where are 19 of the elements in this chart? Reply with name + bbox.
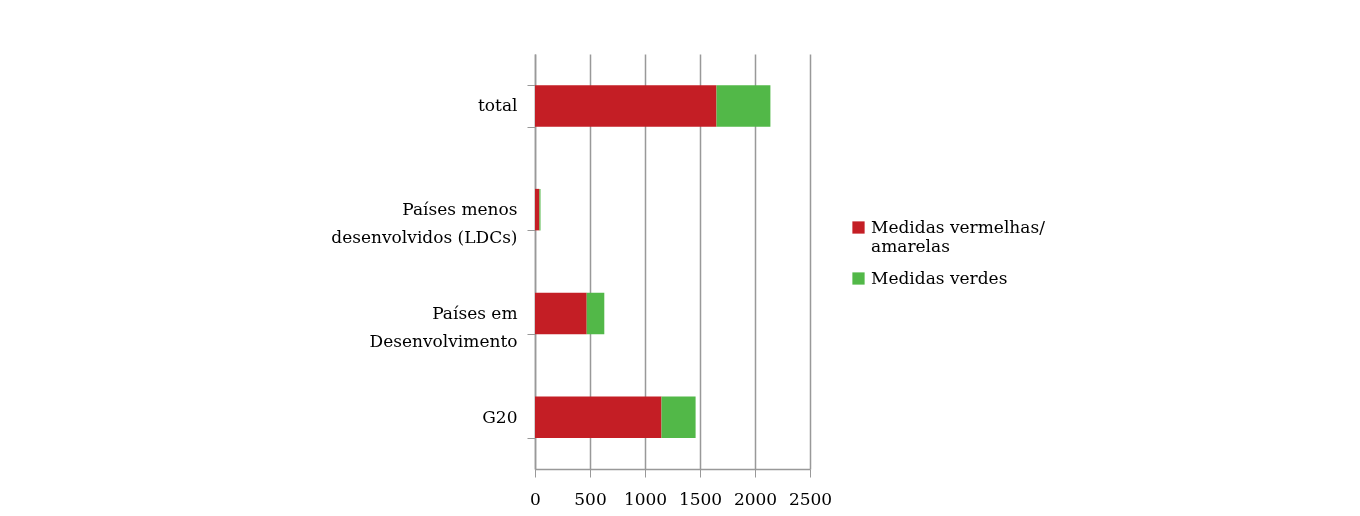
x-tick-label: 1500 — [678, 488, 723, 509]
bar — [661, 396, 696, 438]
x-tick-label: 0 — [530, 488, 541, 509]
bar — [586, 292, 605, 335]
bar — [716, 85, 771, 127]
x-tick-label: 500 — [574, 488, 607, 509]
y-tick-label: total — [478, 95, 518, 116]
bar — [535, 188, 540, 231]
x-tick-label: 1000 — [623, 488, 668, 509]
x-tick-label: 2500 — [788, 488, 833, 509]
bar — [535, 85, 717, 127]
legend-label: Medidas verdes — [871, 267, 1008, 288]
bar — [535, 292, 587, 335]
y-tick-label: Países em Desenvolvimento — [369, 302, 518, 351]
bar — [535, 396, 662, 438]
y-tick-label: G20 — [482, 406, 518, 427]
legend-label: Medidas vermelhas/ amarelas — [871, 216, 1046, 256]
y-tick-label: Países menos desenvolvidos (LDCs) — [331, 199, 518, 248]
x-tick-label: 2000 — [733, 488, 778, 509]
